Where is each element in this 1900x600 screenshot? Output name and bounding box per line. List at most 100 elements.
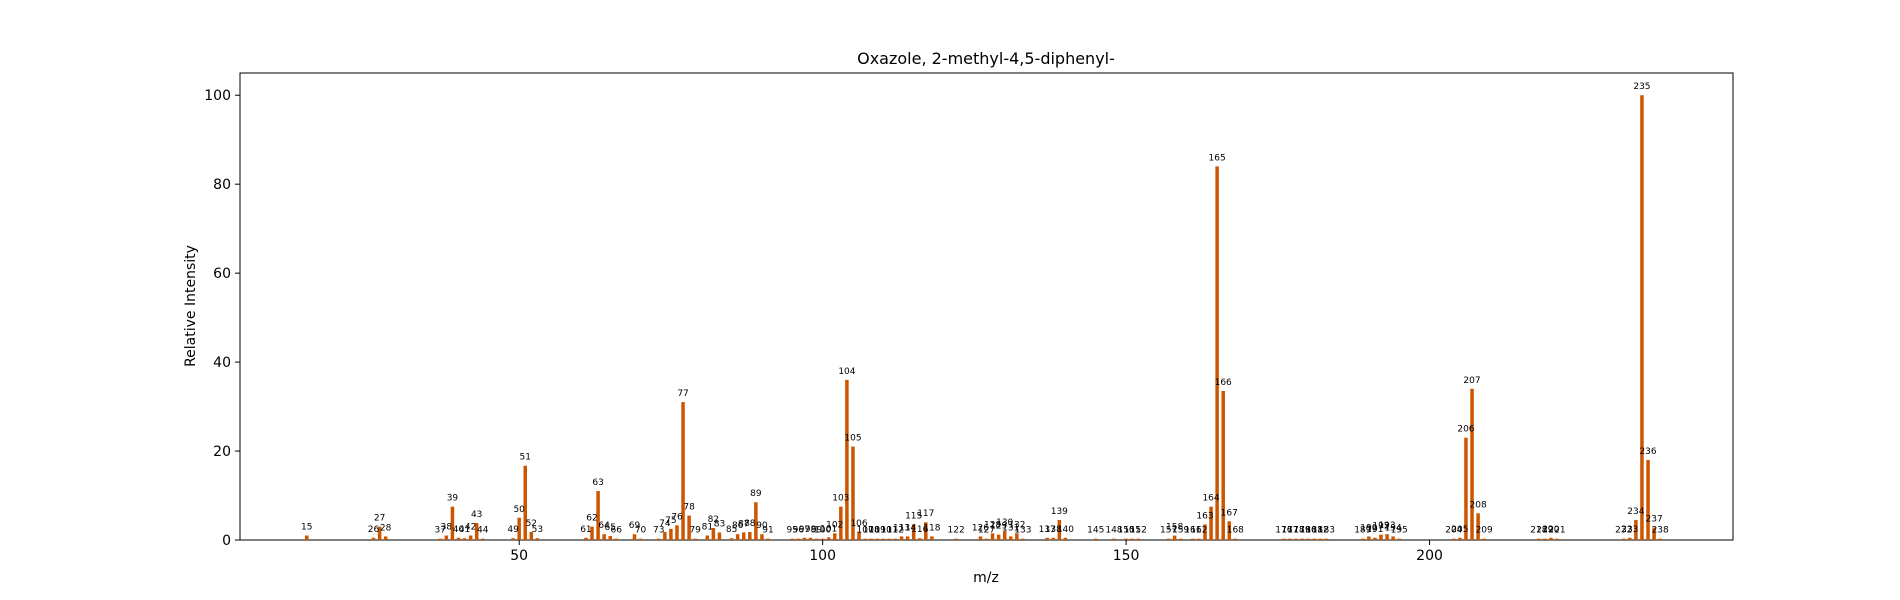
- peak-bar: [523, 465, 527, 540]
- peak-label: 190: [1360, 523, 1377, 533]
- peak-bar: [845, 379, 849, 540]
- peak-bar: [596, 491, 600, 540]
- peak-bar: [529, 531, 534, 540]
- peak-label: 148: [1105, 526, 1122, 536]
- peak-bar: [808, 537, 813, 540]
- peak-bar: [1367, 536, 1371, 540]
- peak-label: 62: [586, 514, 597, 524]
- x-tick-label: 100: [809, 548, 836, 564]
- peak-label: 101: [820, 524, 837, 534]
- peak-bar: [1306, 538, 1310, 540]
- peak-bar: [978, 536, 983, 540]
- peak-label: 49: [507, 525, 519, 535]
- peak-bar: [474, 523, 479, 540]
- peak-bar: [711, 527, 716, 540]
- peak-bar: [1063, 537, 1068, 540]
- peak-label: 157: [1160, 526, 1177, 536]
- chart-title: Oxazole, 2-methyl-4,5-diphenyl-: [857, 49, 1115, 68]
- y-axis-label: Relative Intensity: [183, 245, 199, 367]
- peak-bar: [444, 535, 449, 540]
- peak-bar: [1549, 537, 1553, 540]
- peak-bar: [1452, 538, 1456, 540]
- peak-label: 180: [1300, 526, 1317, 536]
- peak-label: 220: [1542, 525, 1559, 535]
- peak-bar: [717, 532, 722, 540]
- peak-bar: [608, 535, 612, 540]
- peak-label: 221: [1548, 526, 1565, 536]
- peak-label: 66: [611, 526, 623, 536]
- peak-label: 53: [532, 525, 543, 535]
- peak-label: 115: [905, 511, 922, 521]
- peak-bar: [450, 506, 455, 540]
- peak-bar: [1057, 519, 1062, 540]
- peak-label: 193: [1378, 521, 1395, 531]
- peak-label: 163: [1196, 511, 1213, 521]
- peak-bar: [693, 538, 697, 540]
- peak-bar: [1658, 538, 1662, 540]
- peak-label: 50: [513, 505, 525, 515]
- peak-label: 74: [659, 519, 671, 529]
- peak-bar: [468, 535, 473, 540]
- peak-label: 91: [762, 526, 773, 536]
- peak-bar: [1112, 538, 1116, 540]
- peak-label: 138: [1045, 525, 1062, 535]
- peak-bar: [1178, 538, 1183, 540]
- peak-label: 152: [1130, 526, 1147, 536]
- peak-label: 162: [1190, 526, 1207, 536]
- peak-bar: [638, 538, 643, 540]
- peak-bar: [857, 531, 861, 540]
- peak-label: 205: [1451, 525, 1468, 535]
- peak-label: 159: [1172, 526, 1189, 536]
- peak-label: 166: [1215, 378, 1232, 388]
- peak-bar: [917, 538, 922, 540]
- x-axis-label: m/z: [973, 570, 999, 586]
- y-tick-label: 100: [204, 88, 231, 104]
- peak-bar: [1373, 537, 1377, 540]
- peak-label: 189: [1354, 526, 1371, 536]
- peak-bar: [681, 402, 685, 540]
- peak-label: 88: [744, 519, 756, 529]
- peak-label: 151: [1124, 526, 1141, 536]
- plot-area: [239, 72, 1734, 541]
- peak-label: 218: [1530, 526, 1547, 536]
- peak-bar: [1015, 533, 1019, 540]
- peak-bar: [839, 506, 843, 540]
- peak-label: 97: [799, 525, 810, 535]
- peak-label: 195: [1391, 526, 1408, 536]
- peak-label: 100: [814, 526, 831, 536]
- peak-bar: [1136, 538, 1140, 540]
- peak-label: 117: [917, 509, 934, 519]
- peak-bar: [766, 538, 770, 540]
- peak-label: 52: [526, 519, 537, 529]
- peak-bar: [1464, 437, 1468, 540]
- peak-bar: [790, 538, 795, 540]
- peak-label: 76: [671, 512, 683, 522]
- peak-label: 194: [1385, 523, 1402, 533]
- peak-label: 77: [677, 389, 688, 399]
- peak-label: 133: [1014, 526, 1031, 536]
- peak-label: 112: [887, 526, 904, 536]
- peak-bar: [924, 522, 928, 540]
- peak-label: 110: [875, 526, 892, 536]
- peak-label: 87: [738, 519, 749, 529]
- peak-label: 165: [1209, 153, 1226, 163]
- peak-bar: [1233, 538, 1238, 540]
- peak-bar: [1191, 538, 1195, 540]
- peak-label: 90: [756, 521, 768, 531]
- peak-bar: [741, 532, 746, 540]
- peak-bar: [383, 536, 388, 540]
- peak-label: 232: [1615, 526, 1632, 536]
- peak-bar: [1397, 538, 1401, 540]
- peak-label: 28: [380, 523, 392, 533]
- peak-bar: [820, 538, 825, 540]
- x-tick-label: 150: [1113, 548, 1140, 564]
- peak-bar: [881, 538, 886, 540]
- peak-label: 37: [435, 526, 446, 536]
- peak-label: 63: [592, 478, 603, 488]
- peak-label: 39: [447, 494, 459, 504]
- peak-bar: [814, 538, 819, 540]
- peak-bar: [863, 538, 867, 540]
- peak-label: 96: [793, 526, 805, 536]
- peak-bar: [1300, 538, 1304, 540]
